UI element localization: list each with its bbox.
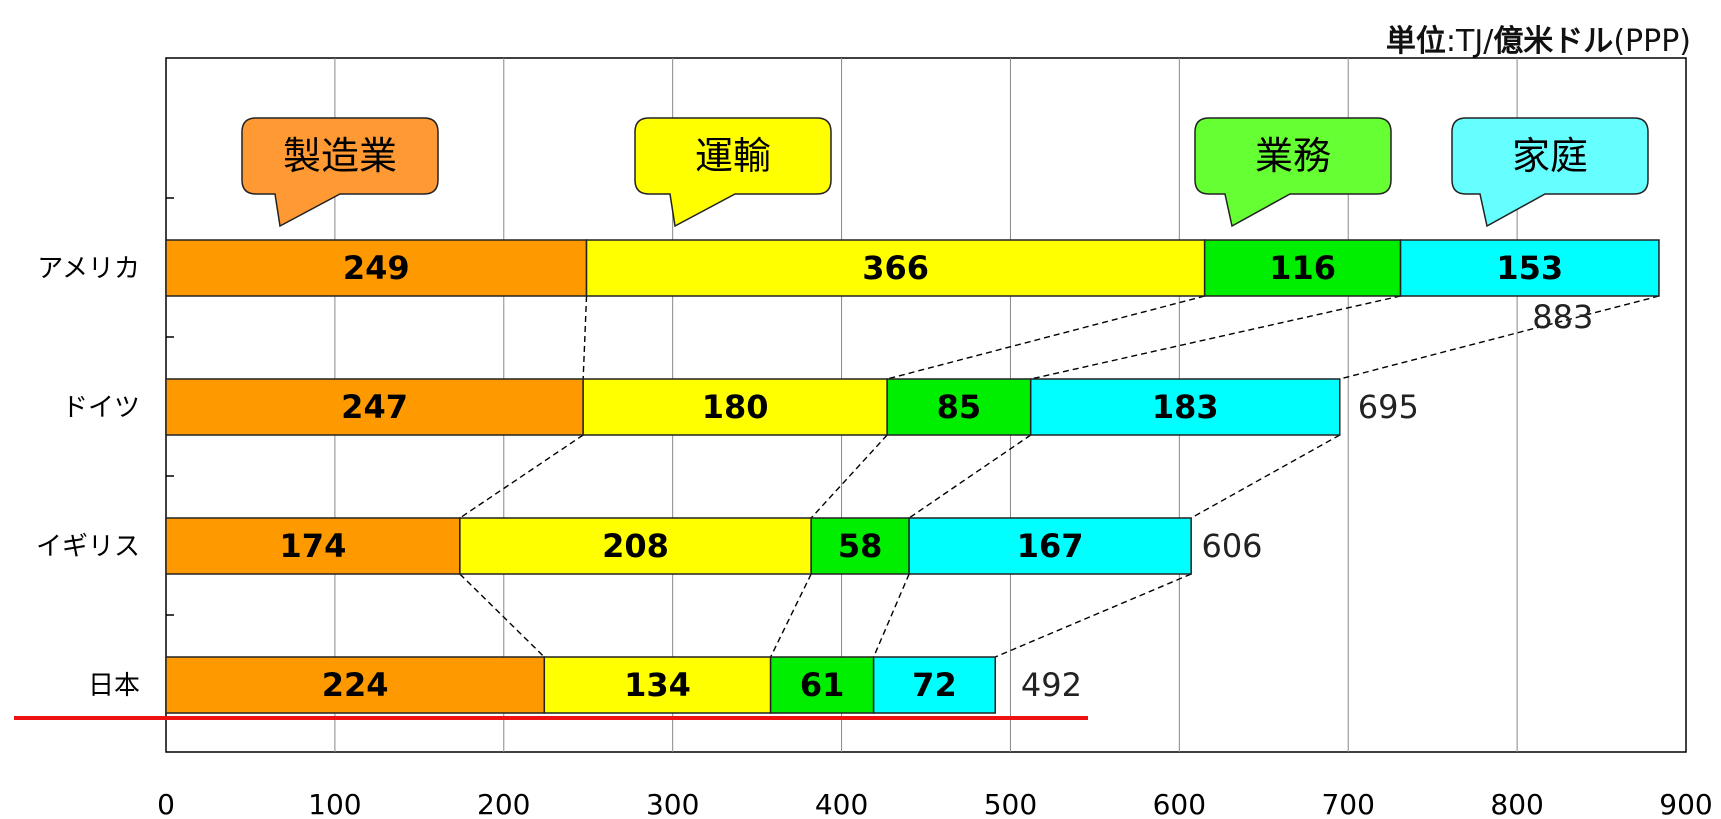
labels: 249 366 116 153 アメリカ 247 180 85 183 ドイツ 174 208 58 16… — [14, 249, 1593, 720]
category-label: ドイツ — [62, 393, 140, 423]
legend-callouts: 製造業 運輸 業務 家庭 — [241, 117, 1649, 228]
x-tick-label: 400 — [815, 788, 868, 819]
bar-value-label: 208 — [602, 527, 669, 565]
bar-segment — [1399, 239, 1660, 297]
legend-callout — [634, 117, 832, 228]
total-label: 492 — [1021, 666, 1082, 704]
unit-energy: TJ/ — [1456, 24, 1494, 59]
bar-segment — [582, 378, 888, 436]
x-tick-label: 500 — [984, 788, 1037, 819]
bar-value-label: 174 — [280, 527, 347, 565]
bar-value-label: 72 — [912, 666, 957, 704]
bar-segment — [1029, 378, 1341, 436]
x-tick-label: 200 — [477, 788, 530, 819]
bar-segment — [585, 239, 1206, 297]
legend-callout — [1194, 117, 1392, 228]
connector-line — [908, 434, 1032, 519]
bar-segment — [165, 239, 588, 297]
connector-line — [459, 434, 584, 519]
bar-segment — [872, 656, 996, 714]
bar-value-label: 153 — [1496, 249, 1563, 287]
bar-value-label: 85 — [937, 388, 982, 426]
bar-segment — [165, 378, 584, 436]
x-tick-label: 100 — [308, 788, 361, 819]
connector-line — [873, 573, 910, 658]
bar-value-label: 180 — [702, 388, 769, 426]
bar-value-label: 167 — [1017, 527, 1084, 565]
connector-line — [1339, 295, 1660, 380]
unit-currency: 億米ドル — [1493, 24, 1614, 59]
connector-line — [459, 573, 545, 658]
bar-value-label: 249 — [343, 249, 410, 287]
connector-line — [994, 573, 1192, 658]
legend-callout-label: 家庭 — [1512, 134, 1588, 178]
total-label: 606 — [1201, 527, 1262, 565]
x-tick-label: 300 — [646, 788, 699, 819]
bar-segment — [810, 517, 910, 575]
unit-ppp: (PPP) — [1613, 24, 1691, 59]
legend-callout — [241, 117, 439, 228]
bar-value-label: 183 — [1152, 388, 1219, 426]
legend-callout — [1451, 117, 1649, 228]
unit-prefix: 単位 — [1385, 24, 1446, 59]
bar-value-label: 247 — [341, 388, 408, 426]
bar-segment — [1203, 239, 1402, 297]
category-label: イギリス — [36, 532, 140, 562]
bar-value-label: 58 — [838, 527, 883, 565]
connector-line — [810, 434, 888, 519]
category-label: アメリカ — [37, 254, 140, 284]
x-tick-label: 900 — [1659, 788, 1712, 819]
bar-segment — [459, 517, 812, 575]
unit-separator: : — [1445, 24, 1457, 59]
x-tick-label: 600 — [1153, 788, 1206, 819]
legend-callout-label: 運輸 — [695, 134, 771, 178]
x-tick-label: 0 — [157, 788, 175, 819]
x-tick-label: 700 — [1321, 788, 1374, 819]
bar-value-label: 116 — [1269, 249, 1336, 287]
x-tick-label: 800 — [1490, 788, 1543, 819]
connectors — [459, 295, 1660, 658]
legend-callout-label: 製造業 — [283, 134, 397, 178]
total-label: 883 — [1532, 298, 1593, 336]
category-label: 日本 — [88, 671, 140, 701]
total-label: 695 — [1358, 388, 1419, 426]
bar-value-label: 224 — [322, 666, 389, 704]
bar-value-label: 366 — [862, 249, 929, 287]
bar-segment — [165, 517, 461, 575]
connector-line — [582, 295, 588, 380]
bar-segment — [886, 378, 1032, 436]
bar-value-label: 134 — [624, 666, 691, 704]
connector-line — [1030, 295, 1401, 380]
bars — [165, 239, 1660, 714]
bar-value-label: 61 — [800, 666, 845, 704]
connector-line — [1190, 434, 1341, 519]
unit-label: 単位:TJ/億米ドル(PPP) — [1386, 16, 1691, 60]
connector-line — [769, 573, 812, 658]
bar-segment — [769, 656, 875, 714]
legend-callout-label: 業務 — [1255, 134, 1331, 178]
connector-line — [886, 295, 1205, 380]
bar-segment — [908, 517, 1192, 575]
